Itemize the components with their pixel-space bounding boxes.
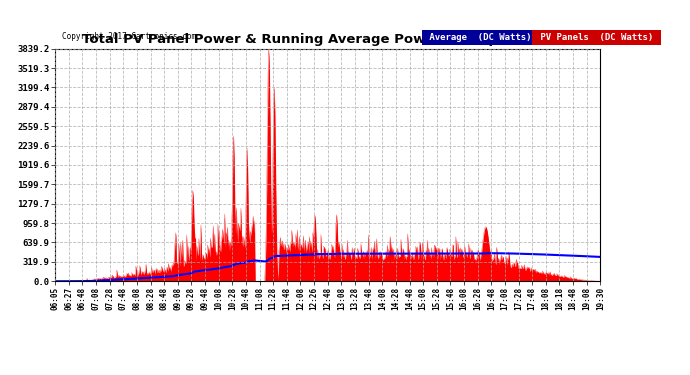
Text: PV Panels  (DC Watts): PV Panels (DC Watts) [535,33,658,42]
Text: Copyright 2017 Cartronics.com: Copyright 2017 Cartronics.com [62,32,196,41]
Title: Total PV Panel Power & Running Average Power Thu Apr 27 19:36: Total PV Panel Power & Running Average P… [81,33,574,46]
Text: Average  (DC Watts): Average (DC Watts) [424,33,538,42]
